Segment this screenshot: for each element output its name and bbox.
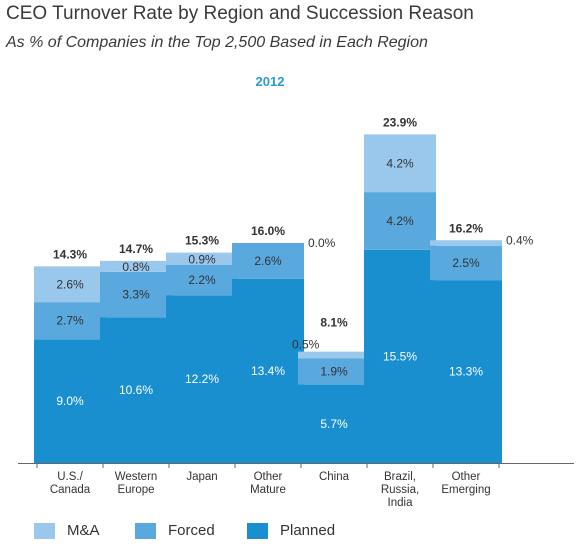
category-label-3-1: Mature <box>250 484 286 496</box>
bar-segment-planned-5 <box>364 249 436 463</box>
category-label-3-0: Other <box>254 471 283 483</box>
legend-label: M&A <box>67 522 100 539</box>
bar-segment-forced-0 <box>34 302 106 340</box>
data-label-ma-5: 4.2% <box>386 156 414 170</box>
total-label-4: 8.1% <box>320 316 348 330</box>
data-label-forced-4: 1.9% <box>320 365 348 379</box>
data-label-forced-2: 2.2% <box>188 273 216 287</box>
legend-item-planned: Planned <box>247 522 335 539</box>
legend-label: Planned <box>280 522 336 539</box>
data-label-ma-3: 0.0% <box>308 236 336 250</box>
legend-item-ma: M&A <box>34 522 100 539</box>
stacked-bar-chart: 2012 9.0% 2.7% 2.6% 14.3% U.S./Canada 10.6% 3.3… <box>18 74 574 509</box>
total-label-6: 16.2% <box>449 221 483 235</box>
category-label-5-2: India <box>388 497 414 509</box>
data-label-forced-1: 3.3% <box>122 288 150 302</box>
bar-segment-ma-4 <box>298 351 370 359</box>
data-label-planned-5: 15.5% <box>383 349 417 363</box>
bar-segment-planned-2 <box>166 295 238 463</box>
category-label-5-0: Brazil, <box>384 471 416 483</box>
data-label-ma-4: 0.5% <box>292 338 320 352</box>
chart-title: CEO Turnover Rate by Region and Successi… <box>6 3 474 24</box>
data-label-forced-3: 2.6% <box>254 254 282 268</box>
data-label-planned-2: 12.2% <box>185 372 219 386</box>
bar-segment-planned-3 <box>232 278 304 463</box>
bar-segment-forced-5 <box>364 192 436 250</box>
total-label-2: 15.3% <box>185 234 219 248</box>
data-label-forced-5: 4.2% <box>386 214 414 228</box>
bar-segment-ma-1 <box>100 260 172 272</box>
category-label-0-0: U.S./ <box>57 471 83 483</box>
total-label-0: 14.3% <box>53 247 87 261</box>
data-label-planned-6: 13.3% <box>449 365 483 379</box>
bar-segment-ma-5 <box>364 134 436 193</box>
category-label-1-1: Europe <box>117 484 154 496</box>
bar-segment-forced-4 <box>298 358 370 385</box>
data-label-forced-6: 2.5% <box>452 256 480 270</box>
category-label-6-0: Other <box>452 471 481 483</box>
bar-segment-planned-0 <box>34 339 106 463</box>
data-label-planned-4: 5.7% <box>320 417 348 431</box>
data-label-forced-0: 2.7% <box>56 314 84 328</box>
data-label-ma-1: 0.8% <box>122 260 150 274</box>
data-label-planned-1: 10.6% <box>119 383 153 397</box>
chart-subtitle: As % of Companies in the Top 2,500 Based… <box>6 34 428 51</box>
legend-swatch <box>135 522 156 539</box>
bar-segment-forced-6 <box>430 245 502 281</box>
bar-segment-forced-1 <box>100 271 172 318</box>
bar-segment-forced-2 <box>166 265 238 296</box>
total-label-5: 23.9% <box>383 115 417 129</box>
year-label: 2012 <box>256 74 285 89</box>
data-label-ma-2: 0.9% <box>188 252 216 266</box>
legend-swatch <box>34 522 55 539</box>
category-label-5-1: Russia, <box>381 484 419 496</box>
bar-segment-planned-1 <box>100 317 172 463</box>
chart-legend: M&A Forced Planned <box>0 522 587 548</box>
legend-item-forced: Forced <box>135 522 215 539</box>
bar-segment-planned-4 <box>298 384 370 463</box>
total-label-3: 16.0% <box>251 224 285 238</box>
bar-segment-ma-0 <box>34 266 106 303</box>
category-label-2-0: Japan <box>186 471 217 483</box>
data-label-ma-6: 0.4% <box>506 233 534 247</box>
bar-segment-planned-6 <box>430 280 502 463</box>
total-label-1: 14.7% <box>119 242 153 256</box>
category-label-0-1: Canada <box>50 484 91 496</box>
data-label-ma-0: 2.6% <box>56 277 84 291</box>
data-label-planned-3: 13.4% <box>251 364 285 378</box>
category-label-4-0: China <box>319 471 350 483</box>
bar-segment-ma-2 <box>166 252 238 265</box>
legend-swatch <box>247 522 268 539</box>
category-label-1-0: Western <box>115 471 158 483</box>
category-label-6-1: Emerging <box>441 484 490 496</box>
bar-segment-ma-6 <box>430 240 502 246</box>
bar-segment-forced-3 <box>232 243 304 279</box>
legend-label: Forced <box>168 522 215 539</box>
data-label-planned-0: 9.0% <box>56 394 84 408</box>
